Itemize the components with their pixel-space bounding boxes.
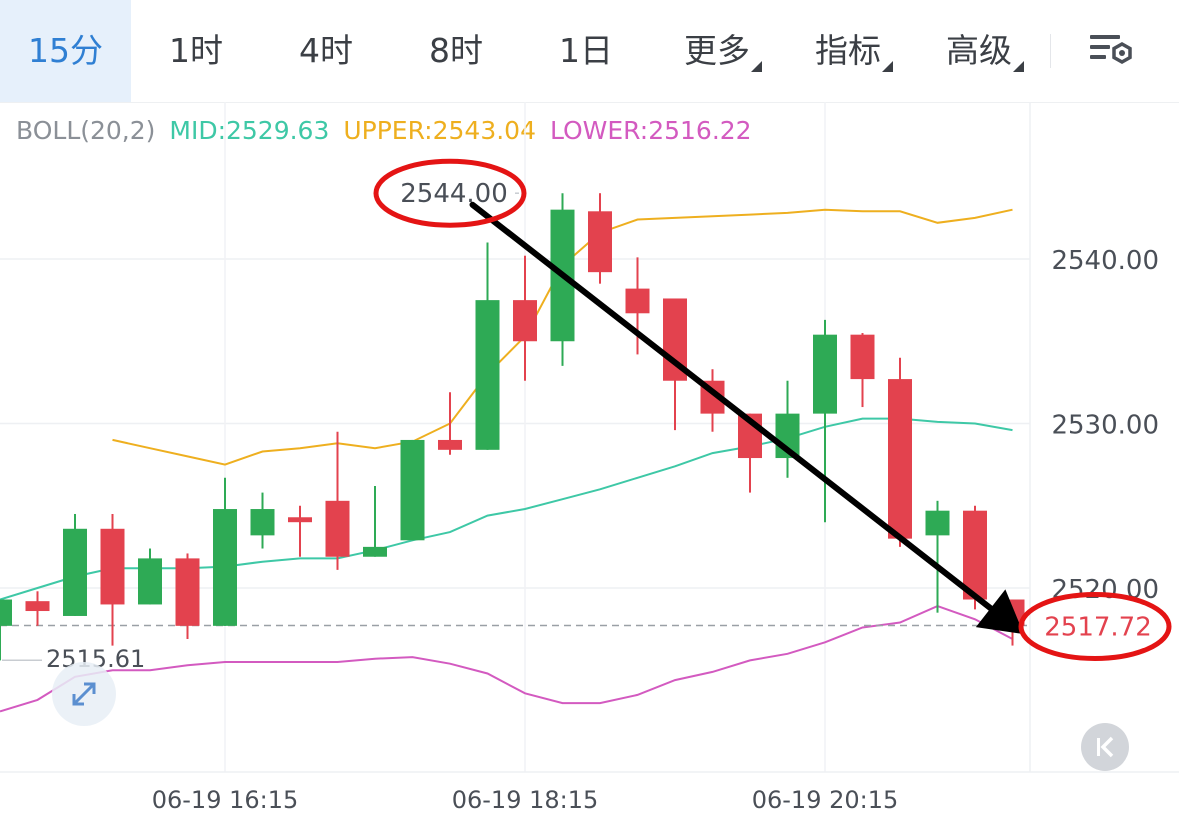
candle-body — [625, 288, 650, 314]
candle-body — [250, 509, 275, 536]
candle — [0, 599, 12, 661]
tab-1h[interactable]: 1时 — [169, 31, 223, 70]
high-price-label: 2544.00 — [400, 179, 508, 209]
trend-arrow-head — [975, 589, 1024, 635]
boll-mid-value: MID:2529.63 — [169, 116, 330, 145]
candle — [138, 548, 162, 605]
candle-body — [288, 517, 312, 523]
candle-body — [138, 558, 162, 605]
x-tick-label: 06-19 20:15 — [752, 786, 899, 814]
candle — [625, 257, 650, 355]
tab-8h[interactable]: 8时 — [429, 31, 483, 70]
tab-more-dropdown[interactable]: 更多 — [676, 0, 762, 102]
tab-indicators-dropdown[interactable]: 指标 — [807, 0, 893, 102]
candle-body — [475, 300, 500, 450]
candle-body — [175, 558, 200, 626]
tab-4h[interactable]: 4时 — [299, 31, 353, 70]
collapse-left-button[interactable] — [1081, 723, 1129, 771]
dropdown-caret-icon — [1013, 61, 1024, 72]
y-tick-label: 2530.00 — [1051, 411, 1159, 441]
boll-name: BOLL(20,2) — [16, 116, 156, 145]
candle-body — [438, 439, 462, 450]
candle — [325, 431, 350, 570]
chart-settings-button[interactable] — [1080, 28, 1140, 74]
candle-body — [963, 510, 987, 600]
candle — [475, 242, 500, 450]
candle — [438, 392, 462, 455]
candle — [213, 477, 237, 626]
tab-advanced-dropdown[interactable]: 高级 — [938, 0, 1024, 102]
candle-body — [213, 509, 237, 626]
expand-chart-button[interactable] — [52, 662, 116, 726]
tab-1d[interactable]: 1日 — [559, 31, 613, 70]
candle-body — [325, 500, 350, 557]
candle — [888, 357, 912, 547]
trend-arrow-line — [469, 201, 994, 612]
candle-body — [400, 439, 425, 541]
expand-arrows-icon — [72, 682, 96, 706]
tab-more-label: 更多 — [684, 31, 750, 70]
candle — [400, 439, 425, 541]
candle-body — [850, 334, 875, 380]
candle — [63, 513, 87, 616]
candle-body — [925, 510, 950, 536]
tab-15min[interactable]: 15分 — [0, 0, 131, 102]
candle — [363, 486, 387, 557]
candle — [850, 333, 875, 408]
candle-body — [0, 599, 12, 626]
tab-advanced-label: 高级 — [946, 31, 1012, 70]
candle — [25, 591, 50, 626]
candle — [513, 255, 537, 381]
candle — [588, 193, 612, 284]
high-price-circle — [373, 158, 527, 228]
candle — [925, 500, 950, 613]
boll-upper-value: UPPER:2543.04 — [343, 116, 536, 145]
candle-body — [888, 379, 912, 539]
candle-body — [63, 528, 87, 616]
x-tick-label: 06-19 18:15 — [452, 786, 599, 814]
tab-indicators-label: 指标 — [815, 31, 881, 70]
candle-body — [588, 211, 612, 273]
period-toolbar: 15分 1时 4时 8时 1日 更多 指标 高级 — [0, 0, 1179, 103]
last-price-circle — [1018, 592, 1172, 662]
boll-legend: BOLL(20,2) MID:2529.63 UPPER:2543.04 LOW… — [16, 116, 758, 145]
x-tick-label: 06-19 16:15 — [152, 786, 299, 814]
candle — [175, 553, 200, 639]
chart-settings-icon — [1090, 35, 1132, 65]
toolbar-divider — [1050, 34, 1051, 68]
candle — [100, 513, 125, 646]
candle — [775, 380, 800, 478]
dropdown-caret-icon — [751, 61, 762, 72]
candle-body — [363, 546, 387, 557]
collapse-left-icon — [1097, 736, 1114, 758]
candle-body — [100, 528, 125, 605]
candle-body — [813, 334, 837, 414]
boll-lower-line — [0, 605, 1013, 713]
y-tick-label: 2540.00 — [1051, 246, 1159, 276]
dropdown-caret-icon — [882, 61, 893, 72]
candle-body — [25, 601, 50, 612]
boll-lower-value: LOWER:2516.22 — [549, 116, 752, 145]
candle-body — [513, 300, 537, 342]
boll-mid-line — [0, 417, 1013, 601]
candle — [963, 505, 987, 610]
candlestick-chart-area[interactable]: 2540.00 2530.00 2520.00 06-19 16:15 06-19 18… — [0, 102, 1179, 831]
candle — [813, 319, 837, 523]
candle — [250, 492, 275, 549]
candle — [288, 505, 312, 557]
last-price-label: 2517.72 — [1044, 613, 1152, 643]
